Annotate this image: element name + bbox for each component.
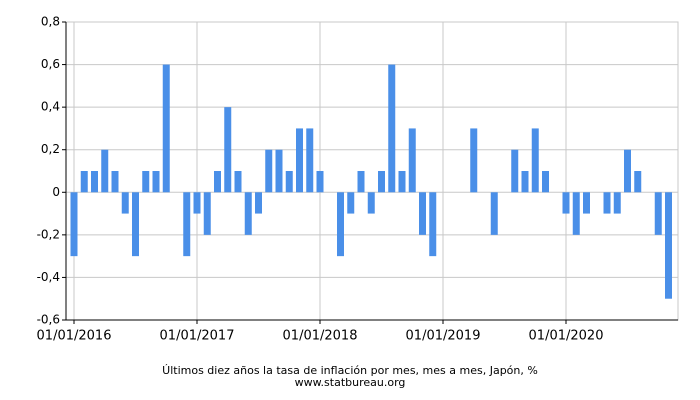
bar — [193, 192, 201, 214]
bar — [429, 192, 437, 257]
bar — [337, 192, 344, 257]
bar — [511, 149, 519, 193]
y-tick-label: -0,2 — [37, 227, 60, 241]
bar — [224, 107, 232, 193]
bar — [367, 192, 375, 214]
x-tick-label: 01/01/2017 — [160, 329, 235, 344]
bar — [316, 171, 324, 193]
bar — [624, 149, 631, 193]
bar — [572, 192, 580, 235]
bar — [583, 192, 590, 214]
bar — [152, 171, 160, 193]
y-tick-label: -0,4 — [37, 270, 60, 284]
bar — [244, 192, 252, 235]
x-tick-label: 01/01/2016 — [37, 329, 112, 344]
bar — [398, 171, 406, 193]
bar — [470, 128, 478, 193]
bar — [70, 192, 78, 257]
bar — [183, 192, 191, 257]
bar — [91, 171, 98, 193]
bar — [275, 149, 283, 193]
bar — [234, 171, 242, 193]
bar — [111, 171, 119, 193]
x-tick-label: 01/01/2020 — [529, 329, 604, 344]
y-tick-label: -0,6 — [37, 313, 60, 327]
x-tick-label: 01/01/2018 — [283, 329, 358, 344]
bar — [357, 171, 365, 193]
bar — [296, 128, 303, 193]
bar — [562, 192, 570, 214]
bar — [132, 192, 139, 257]
bar — [203, 192, 211, 235]
y-tick-label: 0,4 — [41, 100, 60, 114]
bar — [542, 171, 549, 193]
bar — [162, 64, 170, 193]
bar — [255, 192, 262, 214]
bar — [388, 64, 396, 193]
bar — [121, 192, 129, 214]
bar — [347, 192, 355, 214]
y-tick-label: 0,6 — [41, 57, 60, 71]
bar — [490, 192, 498, 235]
bar — [306, 128, 314, 193]
bar — [521, 171, 529, 193]
bar — [265, 149, 273, 193]
chart-title: Últimos diez años la tasa de inflación p… — [162, 364, 538, 377]
bar — [603, 192, 611, 214]
bar — [378, 171, 385, 193]
x-tick-label: 01/01/2019 — [406, 329, 481, 344]
bar — [613, 192, 621, 214]
source: www.statbureau.org — [295, 376, 406, 389]
bar — [214, 171, 221, 193]
bar — [634, 171, 642, 193]
bar — [665, 192, 672, 299]
bar — [654, 192, 662, 235]
y-tick-label: 0,2 — [41, 142, 60, 156]
y-tick-label: 0 — [52, 185, 60, 199]
bar — [80, 171, 88, 193]
bar — [531, 128, 539, 193]
bar — [419, 192, 426, 235]
bar — [142, 171, 150, 193]
bar — [285, 171, 293, 193]
y-tick-label: 0,8 — [41, 15, 60, 29]
bar — [101, 149, 109, 193]
bar — [408, 128, 416, 193]
